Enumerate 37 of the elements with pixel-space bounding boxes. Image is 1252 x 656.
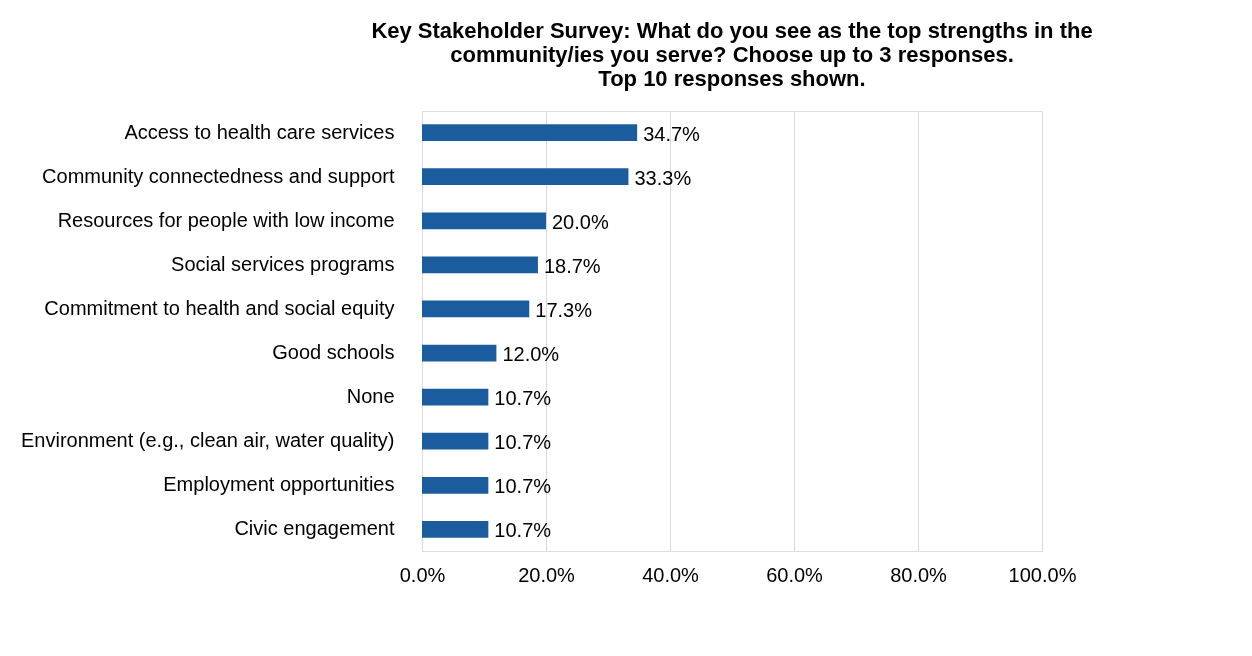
data-label: 33.3% bbox=[634, 166, 692, 189]
y-tick-label: Civic engagement bbox=[234, 517, 395, 540]
y-tick-label: Employment opportunities bbox=[163, 473, 395, 496]
y-tick-label: Access to health care services bbox=[124, 120, 395, 143]
data-label: 20.0% bbox=[552, 210, 609, 233]
data-label: 10.7% bbox=[494, 431, 552, 454]
y-tick-label: Commitment to health and social equity bbox=[44, 296, 395, 319]
x-tick-label: 100.0% bbox=[1008, 563, 1077, 586]
y-tick-label: Environment (e.g., clean air, water quality) bbox=[20, 429, 395, 452]
bar bbox=[422, 388, 489, 406]
bar bbox=[422, 521, 489, 538]
y-tick-label: Resources for people with low income bbox=[57, 208, 395, 231]
data-label: 10.7% bbox=[494, 475, 552, 498]
x-tick-label: 20.0% bbox=[518, 563, 576, 586]
x-tick-label: 80.0% bbox=[890, 563, 948, 586]
data-label: 34.7% bbox=[643, 122, 701, 145]
bar bbox=[422, 476, 489, 494]
bar bbox=[422, 300, 530, 318]
bar bbox=[422, 168, 629, 186]
bar bbox=[422, 344, 497, 362]
y-tick-label: Community connectedness and support bbox=[42, 164, 395, 187]
bar bbox=[422, 432, 489, 450]
data-label: 12.0% bbox=[502, 343, 560, 366]
data-label: 10.7% bbox=[494, 519, 552, 542]
data-label: 17.3% bbox=[535, 298, 593, 321]
x-tick-label: 60.0% bbox=[766, 563, 824, 586]
bar bbox=[422, 212, 546, 230]
bar bbox=[422, 256, 538, 274]
data-label: 10.7% bbox=[494, 387, 552, 410]
x-tick-label: 40.0% bbox=[642, 563, 700, 586]
bar bbox=[422, 124, 638, 141]
y-tick-label: Good schools bbox=[272, 341, 395, 364]
chart-title: Key Stakeholder Survey: What do you see as the top strengths in the community/ies you serve? Choose up to 3 responses. Top 10 responses shown. bbox=[371, 18, 1093, 91]
data-label: 18.7% bbox=[543, 254, 601, 277]
y-tick-label: Social services programs bbox=[171, 252, 395, 275]
x-tick-label: 0.0% bbox=[399, 563, 446, 586]
y-tick-label: None bbox=[346, 385, 395, 408]
